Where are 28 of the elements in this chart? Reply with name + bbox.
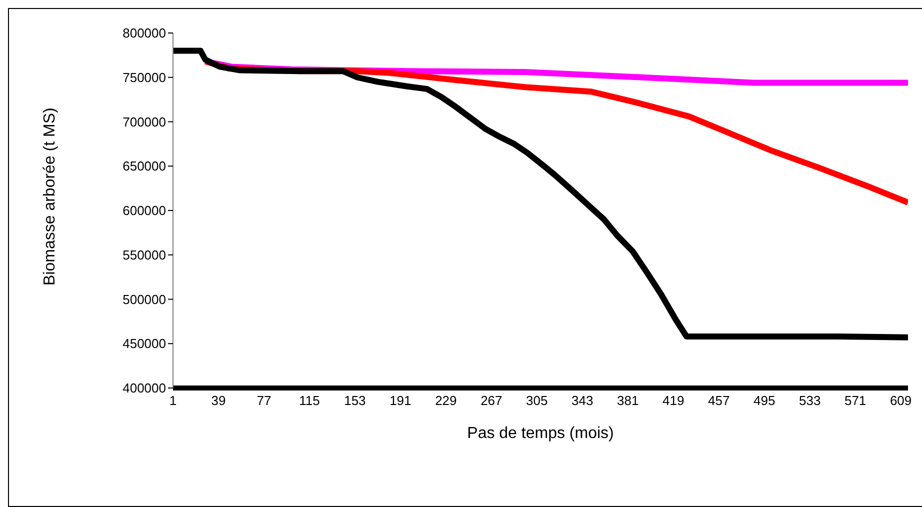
x-axis-title: Pas de temps (mois) — [467, 425, 614, 442]
y-tick-label: 450000 — [122, 336, 166, 352]
y-tick-label: 700000 — [122, 114, 166, 130]
x-tick-label: 343 — [572, 393, 594, 408]
x-tick-label: 77 — [256, 393, 272, 408]
x-tick-label: 457 — [708, 393, 730, 408]
x-tick-label: 381 — [617, 393, 639, 408]
y-tick-label: 400000 — [122, 380, 166, 396]
y-tick-label: 800000 — [122, 26, 166, 41]
x-tick-label: 571 — [844, 393, 866, 408]
y-tick-label: 750000 — [122, 70, 166, 85]
y-tick-label: 550000 — [122, 247, 166, 262]
x-tick-label: 267 — [480, 393, 502, 408]
y-axis-title: Biomasse arborée (t MS) — [42, 108, 59, 286]
x-tick-label: 533 — [798, 393, 821, 408]
x-tick-label: 229 — [435, 393, 457, 408]
x-tick-label: 115 — [299, 393, 320, 408]
x-tick-label: 39 — [211, 393, 226, 408]
x-tick-label: 609 — [890, 393, 912, 408]
x-tick-label: 191 — [390, 393, 412, 408]
y-tick-label: 600000 — [122, 203, 166, 218]
y-tick-label: 650000 — [122, 158, 166, 174]
x-tick-label: 305 — [526, 393, 548, 408]
x-tick-label: 1 — [169, 393, 177, 408]
x-tick-label: 419 — [662, 393, 684, 408]
x-tick-label: 153 — [344, 393, 366, 408]
y-tick-label: 500000 — [122, 292, 166, 307]
x-tick-label: 495 — [754, 393, 776, 408]
